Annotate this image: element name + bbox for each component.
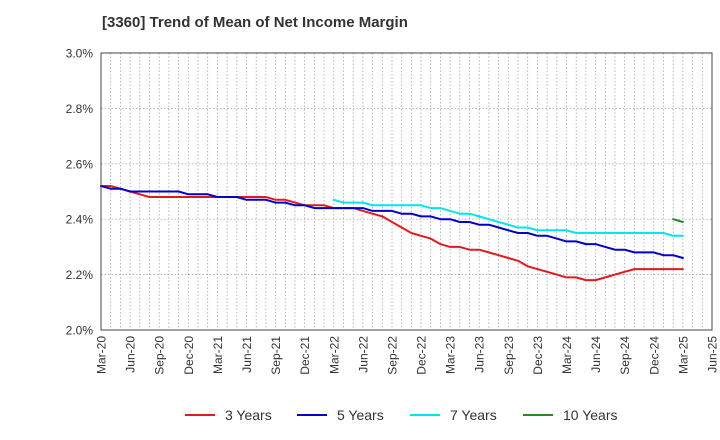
series-line-10-years: [672, 218, 684, 223]
x-tick-label: Dec-22: [415, 336, 429, 375]
legend-label-3-years: 3 Years: [225, 407, 272, 423]
x-tick-label: Dec-20: [182, 336, 196, 375]
x-tick-label: Jun-24: [589, 336, 603, 373]
x-tick-label: Mar-21: [211, 336, 225, 374]
series-lines: [100, 185, 684, 282]
legend-item-10-years: 10 Years: [523, 404, 618, 426]
x-tick-label: Jun-25: [706, 336, 720, 373]
x-tick-label: Jun-21: [240, 336, 254, 373]
plot-frame: [100, 52, 713, 331]
axes: 3.0% 2.8% 2.6% 2.4% 2.2% 2.0%Mar-20 Jun-20 Sep-…: [66, 47, 720, 375]
legend-item-3-years: 3 Years: [185, 404, 272, 426]
legend-swatch-10-years: [523, 414, 553, 416]
x-tick-label: Dec-24: [647, 336, 661, 375]
x-tick-label: Sep-24: [618, 336, 632, 375]
grid-lines: [101, 52, 712, 331]
legend: 3 Years 5 Years 7 Years 10 Years: [0, 404, 720, 426]
x-tick-label: Sep-20: [153, 336, 167, 375]
legend-label-10-years: 10 Years: [563, 407, 618, 423]
x-tick-label: Mar-24: [560, 336, 574, 374]
legend-label-5-years: 5 Years: [337, 407, 384, 423]
series-line-7-years: [332, 198, 684, 237]
x-tick-label: Mar-22: [327, 336, 341, 374]
legend-item-7-years: 7 Years: [410, 404, 497, 426]
legend-item-5-years: 5 Years: [297, 404, 384, 426]
x-tick-label: Mar-20: [95, 336, 109, 374]
x-tick-label: Jun-22: [356, 336, 370, 373]
y-tick-label: 2.4%: [66, 213, 94, 227]
x-tick-label: Sep-23: [502, 336, 516, 375]
series-line-3-years: [100, 185, 684, 282]
x-tick-label: Dec-21: [298, 336, 312, 375]
x-tick-label: Jun-23: [473, 336, 487, 373]
series-line-5-years: [100, 185, 684, 259]
y-tick-label: 3.0%: [66, 47, 94, 61]
x-tick-label: Mar-23: [444, 336, 458, 374]
chart-title: [3360] Trend of Mean of Net Income Margi…: [102, 14, 408, 31]
y-tick-label: 2.2%: [66, 268, 94, 282]
legend-swatch-7-years: [410, 414, 440, 416]
x-tick-label: Mar-25: [676, 336, 690, 374]
x-tick-label: Dec-23: [531, 336, 545, 375]
legend-label-7-years: 7 Years: [450, 407, 497, 423]
legend-swatch-5-years: [297, 414, 327, 416]
y-tick-label: 2.8%: [66, 102, 94, 116]
legend-swatch-3-years: [185, 414, 215, 416]
x-tick-label: Sep-21: [269, 336, 283, 375]
y-tick-label: 2.6%: [66, 157, 94, 171]
y-tick-label: 2.0%: [66, 324, 94, 338]
x-tick-label: Sep-22: [385, 336, 399, 375]
x-tick-label: Jun-20: [124, 336, 138, 373]
chart-plot: 3.0% 2.8% 2.6% 2.4% 2.2% 2.0%Mar-20 Jun-20 Sep-…: [66, 47, 720, 375]
